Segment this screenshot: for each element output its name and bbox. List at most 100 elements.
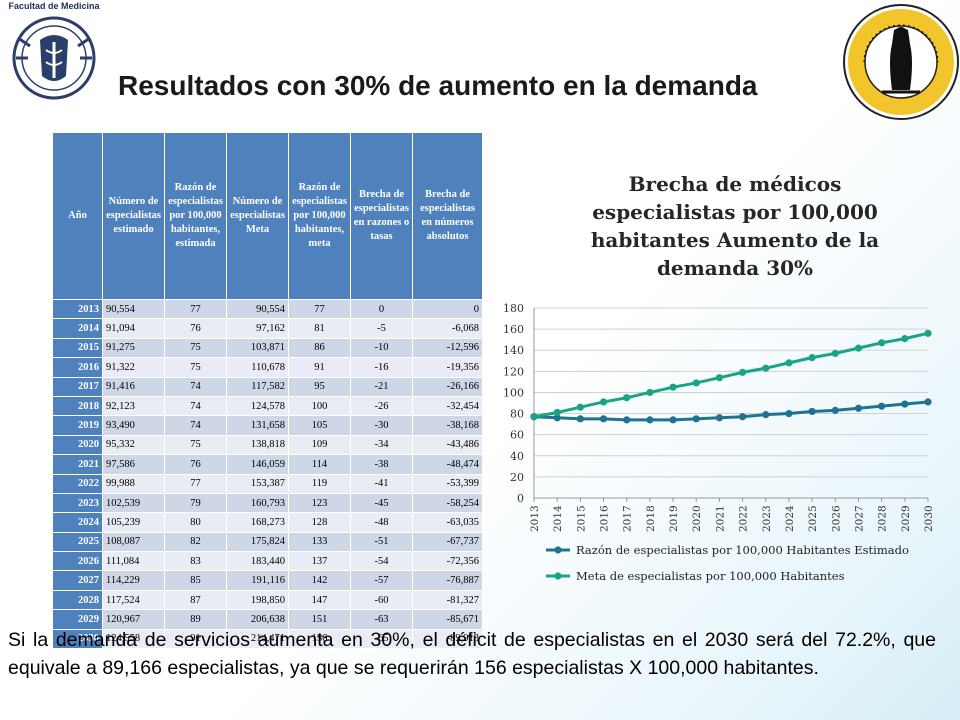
cell-estimated-rate: 77 xyxy=(164,473,227,494)
cell-estimated-count: 99,988 xyxy=(102,473,165,494)
faculty-logo: Facultad de Medicina xyxy=(0,0,108,103)
data-point xyxy=(576,403,584,411)
cell-estimated-rate: 74 xyxy=(164,376,227,397)
cell-estimated-rate: 85 xyxy=(164,570,227,591)
cell-estimated-rate: 91 xyxy=(164,628,227,650)
cell-goal-count: 138,818 xyxy=(226,434,289,456)
cell-estimated-rate: 87 xyxy=(164,589,227,611)
table-row: 2029 120,967 89 206,638 151 -63 -85,671 xyxy=(52,609,483,630)
cell-estimated-count: 91,416 xyxy=(102,376,165,397)
cell-gap-rate: -26 xyxy=(350,395,413,417)
cell-gap-absolute: -38,168 xyxy=(412,415,483,436)
cell-goal-rate: 142 xyxy=(288,570,351,591)
x-tick-label: 2023 xyxy=(761,505,773,532)
cell-goal-count: 183,440 xyxy=(226,551,289,572)
y-tick-label: 160 xyxy=(503,323,524,336)
data-point xyxy=(599,398,608,406)
data-point xyxy=(646,388,654,397)
x-tick-label: 2030 xyxy=(923,505,935,532)
cell-estimated-rate: 79 xyxy=(164,492,227,514)
cell-goal-rate: 91 xyxy=(288,357,351,378)
data-point xyxy=(785,359,793,367)
cell-gap-absolute: -19,356 xyxy=(412,357,483,378)
legend-label: Razón de especialistas por 100,000 Habit… xyxy=(576,543,909,557)
data-point xyxy=(623,394,631,402)
cell-gap-rate: -10 xyxy=(350,337,413,359)
header-goal-rate: Razón de especialistas por 100,000 habit… xyxy=(288,132,351,300)
cell-estimated-count: 117,524 xyxy=(102,589,165,611)
cell-gap-rate: -34 xyxy=(350,434,413,456)
x-tick-label: 2020 xyxy=(691,505,703,532)
cell-gap-rate: -54 xyxy=(350,551,413,572)
cell-goal-count: 110,678 xyxy=(226,357,289,378)
cell-gap-rate: -5 xyxy=(350,318,413,339)
cell-gap-absolute: -43,486 xyxy=(412,434,483,456)
cell-estimated-rate: 75 xyxy=(164,357,227,378)
line-chart: 0 20 40 60 80 100 120 140 160 180 2013 2014 2015 2016… xyxy=(503,302,935,583)
data-point xyxy=(646,416,654,424)
table-row: 2019 93,490 74 131,658 105 -30 -38,168 xyxy=(52,415,483,436)
table-row: 2020 95,332 75 138,818 109 -34 -43,486 xyxy=(52,434,483,456)
footer-text: Si la demanda de servicios aumenta en 30… xyxy=(8,629,936,679)
cell-gap-absolute: 0 xyxy=(412,298,483,320)
cell-goal-count: 198,850 xyxy=(226,589,289,611)
cell-estimated-count: 108,087 xyxy=(102,531,165,553)
cell-goal-count: 90,554 xyxy=(226,298,289,320)
cell-estimated-count: 91,275 xyxy=(102,337,165,359)
cell-estimated-count: 92,123 xyxy=(102,395,165,417)
table-row: 2030 124,558 91 214,471 156 -65 -89,913 xyxy=(52,628,483,650)
x-tick-label: 2014 xyxy=(552,505,564,532)
cell-goal-rate: 81 xyxy=(288,318,351,339)
cell-year: 2021 xyxy=(52,454,103,475)
cell-goal-count: 160,793 xyxy=(226,492,289,514)
y-tick-label: 120 xyxy=(503,365,524,378)
data-point xyxy=(924,329,932,337)
data-table-container: Año Número de especialistas estimado Raz… xyxy=(52,132,483,650)
data-point xyxy=(924,398,932,406)
data-point xyxy=(715,414,724,422)
cell-year: 2020 xyxy=(52,434,103,456)
cell-gap-absolute: -26,166 xyxy=(412,376,483,397)
header-estimated-count: Número de especialistas estimado xyxy=(102,132,165,300)
data-point xyxy=(669,416,677,424)
data-point xyxy=(831,349,839,357)
cell-estimated-rate: 83 xyxy=(164,551,227,572)
header-gap-absolute: Brecha de especialistas en números absol… xyxy=(412,132,483,300)
y-tick-label: 20 xyxy=(510,471,524,484)
x-tick-label: 2019 xyxy=(668,505,680,532)
cell-goal-rate: 137 xyxy=(288,551,351,572)
cell-estimated-count: 91,094 xyxy=(102,318,165,339)
cell-estimated-rate: 76 xyxy=(164,454,227,475)
data-point xyxy=(623,416,631,424)
table-row: 2017 91,416 74 117,582 95 -21 -26,166 xyxy=(52,376,483,397)
cell-goal-rate: 128 xyxy=(288,512,351,533)
header-gap-rate: Brecha de especialistas en razones o tas… xyxy=(350,132,413,300)
table-row: 2022 99,988 77 153,387 119 -41 -53,399 xyxy=(52,473,483,494)
cell-year: 2019 xyxy=(52,415,103,436)
cell-estimated-count: 102,539 xyxy=(102,492,165,514)
header-estimated-rate: Razón de especialistas por 100,000 habit… xyxy=(164,132,227,300)
data-point xyxy=(901,400,909,408)
cell-year: 2028 xyxy=(52,589,103,611)
table-row: 2016 91,322 75 110,678 91 -16 -19,356 xyxy=(52,357,483,378)
x-tick-label: 2027 xyxy=(853,505,865,532)
cell-goal-count: 146,059 xyxy=(226,454,289,475)
cell-year: 2017 xyxy=(52,376,103,397)
cell-estimated-rate: 75 xyxy=(164,337,227,359)
cell-year: 2025 xyxy=(52,531,103,553)
legend-label: Meta de especialistas por 100,000 Habita… xyxy=(576,569,845,583)
x-tick-label: 2017 xyxy=(622,505,634,532)
data-table: Año Número de especialistas estimado Raz… xyxy=(52,132,483,650)
cell-goal-rate: 156 xyxy=(288,628,351,650)
cell-gap-rate: -63 xyxy=(350,609,413,630)
cell-gap-absolute: -48,474 xyxy=(412,454,483,475)
cell-gap-absolute: -6,068 xyxy=(412,318,483,339)
data-point xyxy=(762,411,770,419)
x-tick-label: 2028 xyxy=(877,505,889,532)
cell-gap-absolute: -32,454 xyxy=(412,395,483,417)
series-line-1 xyxy=(533,400,929,422)
table-row: 2026 111,084 83 183,440 137 -54 -72,356 xyxy=(52,551,483,572)
table-body: 2013 90,554 77 90,554 77 0 0 2014 91,094 76 97,162… xyxy=(52,298,483,650)
cell-goal-count: 103,871 xyxy=(226,337,289,359)
cell-goal-rate: 123 xyxy=(288,492,351,514)
